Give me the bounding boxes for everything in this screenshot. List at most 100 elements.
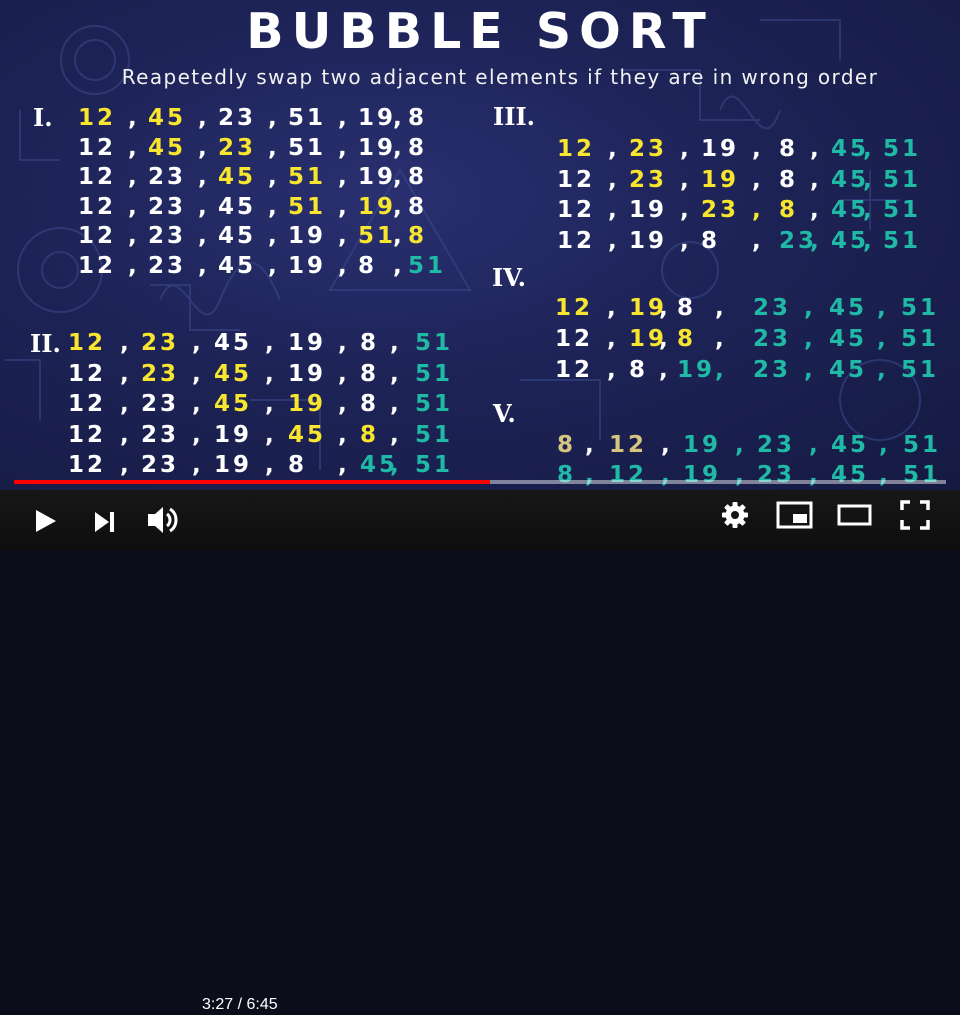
array-element: 51 bbox=[288, 193, 327, 220]
array-element: 45 bbox=[218, 252, 257, 279]
element-separator: , bbox=[338, 252, 350, 279]
array-element: 19 bbox=[701, 166, 740, 193]
array-element: 51 bbox=[901, 357, 940, 383]
array-element: 45 bbox=[831, 432, 870, 458]
array-element: 51 bbox=[903, 432, 942, 458]
element-separator: , bbox=[192, 452, 204, 478]
array-element: 23 bbox=[629, 166, 668, 193]
array-element: 23 bbox=[701, 197, 740, 223]
array-element: 19 bbox=[358, 164, 397, 190]
element-separator: , bbox=[607, 357, 619, 383]
array-element: 23 bbox=[141, 452, 180, 478]
next-button[interactable] bbox=[93, 510, 117, 538]
element-separator: , bbox=[268, 193, 280, 220]
element-separator: , bbox=[879, 462, 891, 488]
array-row: 12, 23, 19, 45, 8, 51 bbox=[68, 420, 468, 450]
theater-mode-button[interactable] bbox=[837, 502, 873, 532]
array-row: 12, 23, 45, 19, 8, 51 bbox=[78, 251, 478, 281]
array-element: 45 bbox=[829, 357, 868, 383]
element-separator: , bbox=[192, 391, 204, 417]
time-display: 3:27 / 6:45 bbox=[202, 995, 278, 1015]
element-separator: , bbox=[120, 360, 132, 387]
array-element: 45 bbox=[829, 326, 868, 352]
array-element: 8 bbox=[557, 462, 577, 488]
element-separator: , bbox=[128, 134, 140, 161]
element-separator: , bbox=[128, 252, 140, 279]
array-element: 19 bbox=[358, 193, 397, 220]
array-element: 12 bbox=[609, 462, 648, 488]
element-separator: , bbox=[390, 421, 402, 448]
element-separator: , bbox=[680, 166, 692, 193]
array-element: 8 bbox=[360, 330, 380, 356]
element-separator: , bbox=[735, 432, 747, 458]
array-row: 12, 23, 45, 19, 8, 51 bbox=[68, 359, 468, 389]
theater-mode-icon bbox=[837, 504, 872, 526]
volume-button[interactable] bbox=[145, 503, 181, 541]
element-separator: , bbox=[393, 252, 405, 279]
element-separator: , bbox=[393, 134, 405, 161]
array-row: 12, 19, 8, 23, 45, 51 bbox=[555, 293, 955, 323]
element-separator: , bbox=[268, 252, 280, 279]
array-element: 8 bbox=[408, 134, 428, 161]
element-separator: , bbox=[338, 223, 350, 249]
element-separator: , bbox=[810, 166, 822, 193]
element-separator: , bbox=[608, 197, 620, 223]
element-separator: , bbox=[715, 326, 727, 352]
element-separator: , bbox=[752, 197, 764, 223]
element-separator: , bbox=[810, 197, 822, 223]
element-separator: , bbox=[879, 432, 891, 458]
settings-button[interactable] bbox=[721, 501, 749, 533]
array-element: 8 bbox=[360, 391, 380, 417]
array-row: 12, 23, 45, 51, 19, 8 bbox=[78, 162, 478, 192]
array-element: 23 bbox=[141, 330, 180, 356]
array-element: 8 bbox=[358, 252, 378, 279]
array-row: 12, 23, 19, 8, 45, 51 bbox=[68, 450, 468, 480]
background-diagram-decoration bbox=[5, 19, 921, 470]
array-row: 12, 23, 45, 19, 51, 8 bbox=[78, 221, 478, 251]
array-element: 23 bbox=[218, 134, 257, 161]
element-separator: , bbox=[268, 223, 280, 249]
element-separator: , bbox=[128, 193, 140, 220]
element-separator: , bbox=[390, 452, 402, 478]
array-element: 45 bbox=[148, 105, 187, 131]
video-frame[interactable]: BUBBLE SORT Reapetedly swap two adjacent… bbox=[0, 0, 960, 490]
pass-label: III. bbox=[493, 102, 536, 131]
array-element: 19 bbox=[288, 252, 327, 279]
array-element: 12 bbox=[555, 357, 594, 383]
element-separator: , bbox=[192, 421, 204, 448]
next-icon bbox=[95, 512, 114, 532]
array-element: 45 bbox=[148, 134, 187, 161]
element-separator: , bbox=[198, 164, 210, 190]
pass-label: IV. bbox=[492, 263, 527, 292]
array-element: 45 bbox=[218, 164, 257, 190]
array-element: 23 bbox=[753, 295, 792, 321]
element-separator: , bbox=[128, 105, 140, 131]
element-separator: , bbox=[863, 197, 875, 223]
array-row: 12, 19, 23, 8, 45, 51 bbox=[557, 195, 957, 225]
array-element: 12 bbox=[78, 105, 117, 131]
progress-bar[interactable] bbox=[14, 480, 946, 484]
miniplayer-button[interactable] bbox=[776, 500, 814, 534]
element-separator: , bbox=[715, 295, 727, 321]
array-element: 8 bbox=[360, 360, 380, 387]
array-element: 12 bbox=[78, 193, 117, 220]
element-separator: , bbox=[393, 193, 405, 220]
array-element: 23 bbox=[148, 164, 187, 190]
array-element: 23 bbox=[757, 432, 796, 458]
array-element: 19 bbox=[288, 223, 327, 249]
element-separator: , bbox=[393, 105, 405, 131]
array-element: 51 bbox=[288, 164, 327, 190]
element-separator: , bbox=[198, 223, 210, 249]
play-button[interactable] bbox=[32, 508, 58, 538]
array-element: 45 bbox=[214, 330, 253, 356]
array-element: 45 bbox=[831, 136, 870, 162]
array-element: 51 bbox=[901, 295, 940, 321]
element-separator: , bbox=[338, 330, 350, 356]
array-element: 19 bbox=[214, 452, 253, 478]
array-element: 19 bbox=[683, 432, 722, 458]
fullscreen-button[interactable] bbox=[899, 499, 931, 535]
element-separator: , bbox=[608, 227, 620, 254]
element-separator: , bbox=[338, 452, 350, 478]
array-element: 45 bbox=[214, 360, 253, 387]
element-separator: , bbox=[192, 330, 204, 356]
